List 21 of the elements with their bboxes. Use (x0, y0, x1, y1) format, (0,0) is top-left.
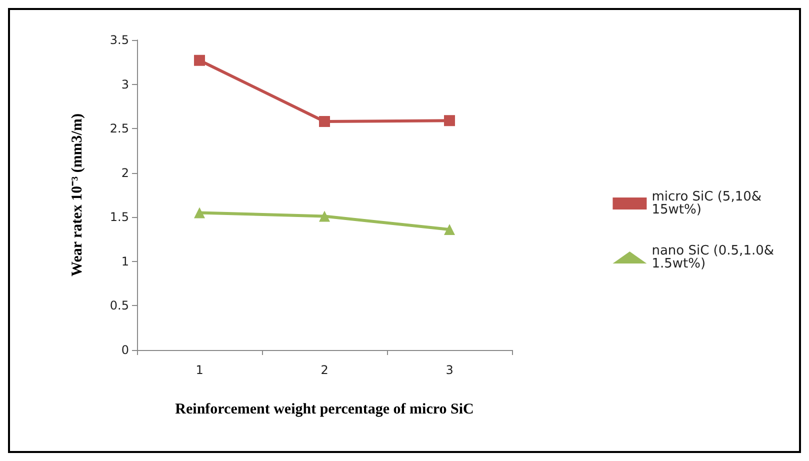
point (194, 207, 205, 218)
y-tick-label: 3.5 (110, 33, 129, 47)
point (444, 115, 455, 126)
y-tick-label: 0.5 (110, 298, 129, 313)
point (319, 210, 330, 222)
x-tick-label: 2 (320, 363, 328, 377)
point (444, 224, 455, 236)
y-tick-label: 0 (121, 343, 129, 357)
x-axis-title: Reinforcement weight percentage of micro SiC (175, 402, 474, 418)
x-tick-label: 1 (196, 363, 204, 377)
point (319, 116, 330, 127)
y-tick-label: 2.5 (110, 122, 129, 136)
y-axis-title: Wear ratex 10⁻³ (mm3/m) (70, 114, 86, 276)
x-tick-label: 3 (446, 363, 454, 377)
point (194, 54, 205, 66)
y-tick-label: 3 (121, 77, 129, 92)
legend-label: nano SiC (0.5,1.0&1.5wt%) (652, 244, 774, 272)
y-tick-label: 1.5 (110, 210, 129, 224)
y-tick-label: 2 (121, 166, 129, 180)
legend-label: micro SiC (5,10&15wt%) (652, 190, 762, 218)
y-tick-label: 1 (121, 254, 129, 268)
